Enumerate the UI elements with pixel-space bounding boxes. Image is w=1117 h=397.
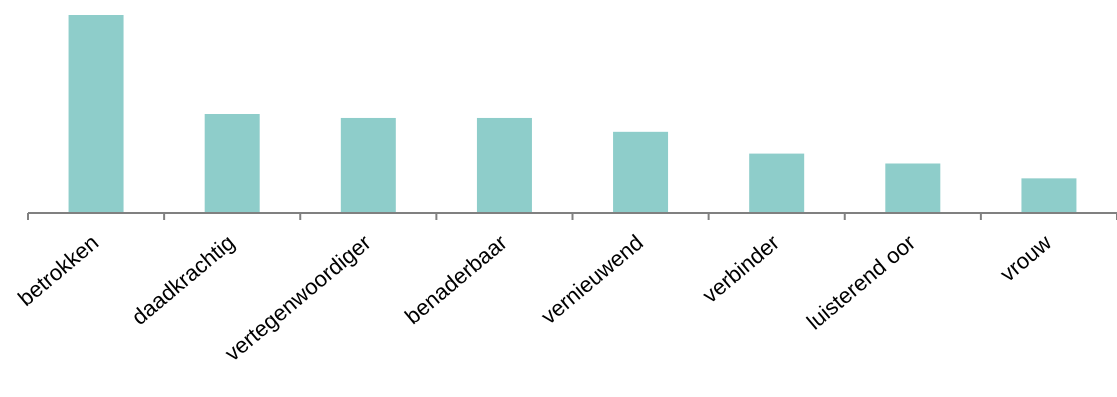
bar-vernieuwend (613, 131, 669, 213)
bar-verbinder (749, 153, 805, 213)
bar-luisterend-oor (885, 163, 941, 213)
x-tick-label: verbinder (698, 230, 784, 308)
x-tick-label: vrouw (995, 230, 1056, 287)
x-axis-ticks (27, 213, 1117, 220)
x-tick-label: vertegenwoordiger (220, 230, 376, 366)
bar-vrouw (1021, 178, 1077, 213)
x-tick-label: betrokken (13, 230, 103, 311)
bar-daadkrachtig (204, 114, 260, 213)
bars-group (68, 15, 1077, 213)
x-tick-label: luisterend oor (802, 230, 920, 335)
bar-benaderbaar (476, 117, 532, 213)
x-tick-label: vernieuwend (536, 230, 648, 329)
bar-vertegenwoordiger (340, 117, 396, 213)
bar-betrokken (68, 15, 124, 213)
x-tick-label: daadkrachtig (127, 230, 240, 330)
x-tick-label: benaderbaar (400, 230, 512, 329)
